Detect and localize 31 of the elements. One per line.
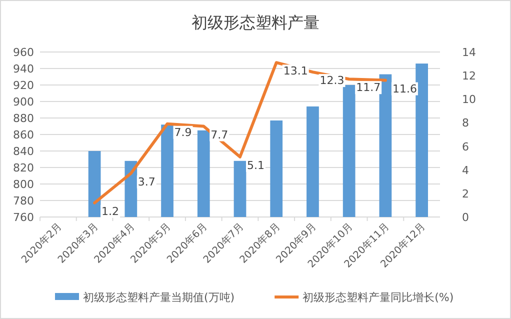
data-label: 5.1 xyxy=(247,158,264,172)
y-tick-label: 920 xyxy=(13,79,34,92)
y2-tick-label: 4 xyxy=(462,164,469,177)
data-label: 13.1 xyxy=(283,64,308,78)
y-tick-label: 820 xyxy=(13,162,34,174)
y2-tick-label: 10 xyxy=(462,93,476,106)
data-label: 1.2 xyxy=(102,204,120,218)
data-label: 11.7 xyxy=(356,81,381,94)
y2-tick-label: 14 xyxy=(462,46,476,59)
y2-tick-label: 2 xyxy=(462,187,469,200)
data-label: 7.7 xyxy=(210,128,228,142)
data-label: 11.6 xyxy=(392,82,417,96)
legend-label: 初级形态塑料产量当期值(万吨) xyxy=(83,291,235,304)
data-label: 3.7 xyxy=(138,175,156,188)
y-tick-label: 960 xyxy=(13,46,34,59)
y-tick-label: 860 xyxy=(13,128,34,142)
y2-tick-label: 6 xyxy=(462,140,469,154)
data-label: 7.9 xyxy=(174,126,192,139)
y-tick-label: 840 xyxy=(13,145,34,158)
y2-tick-label: 8 xyxy=(462,116,469,130)
y-tick-label: 780 xyxy=(13,194,34,208)
chart-title: 初级形态塑料产量 xyxy=(192,13,320,32)
data-label: 12.3 xyxy=(320,74,344,88)
y2-tick-label: 12 xyxy=(462,70,476,83)
y-tick-label: 760 xyxy=(13,211,34,224)
legend-label: 初级形态塑料产量同比增长(%) xyxy=(302,291,454,304)
y-tick-label: 940 xyxy=(13,62,34,76)
y-tick-label: 800 xyxy=(13,178,34,191)
y-tick-label: 900 xyxy=(13,96,34,108)
y-tick-label: 880 xyxy=(13,112,34,125)
y2-tick-label: 0 xyxy=(462,211,469,224)
